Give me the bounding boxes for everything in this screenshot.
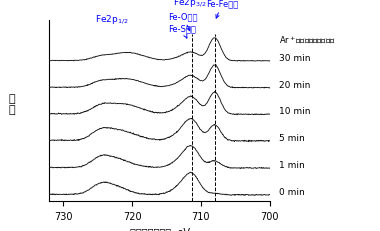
- Text: Ar$^+$スパッタリング時間: Ar$^+$スパッタリング時間: [279, 35, 336, 46]
- Text: 5 min: 5 min: [279, 134, 305, 143]
- Text: Fe-S結合: Fe-S結合: [168, 24, 196, 39]
- Text: 30 min: 30 min: [279, 53, 311, 62]
- Text: 0 min: 0 min: [279, 187, 305, 196]
- Text: 20 min: 20 min: [279, 80, 311, 89]
- Text: Fe2p$_{3/2}$: Fe2p$_{3/2}$: [173, 0, 207, 9]
- Text: Fe-Fe結合: Fe-Fe結合: [206, 0, 239, 19]
- Text: 強
度: 強 度: [8, 93, 15, 115]
- Text: Fe2p$_{1/2}$: Fe2p$_{1/2}$: [95, 13, 128, 26]
- Text: 10 min: 10 min: [279, 107, 311, 116]
- Text: Fe-O結合: Fe-O結合: [168, 12, 197, 32]
- X-axis label: 結合エネルギー  eV: 結合エネルギー eV: [130, 226, 190, 231]
- Text: 1 min: 1 min: [279, 161, 305, 170]
